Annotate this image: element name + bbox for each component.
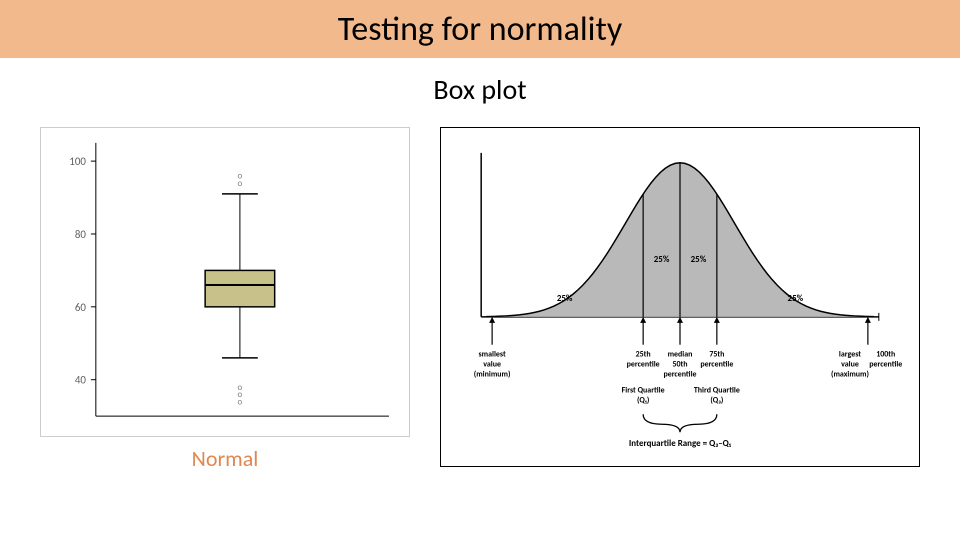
boxplot-yticks: 40 60 80 100 (69, 155, 96, 387)
svg-text:25%: 25% (557, 293, 573, 304)
svg-text:value: value (483, 360, 501, 370)
svg-text:25th: 25th (636, 350, 651, 360)
svg-text:100th: 100th (876, 350, 895, 360)
svg-text:o: o (238, 397, 243, 408)
left-column: 406080100 ooooo Normal (40, 127, 410, 472)
boxplot-glyph: ooooo (205, 171, 275, 408)
svg-text:percentile: percentile (700, 360, 733, 370)
svg-text:(Q₃): (Q₃) (710, 395, 723, 405)
panels-row: 406080100 ooooo Normal 25%25%25%25%small… (0, 107, 960, 472)
svg-text:25%: 25% (654, 254, 670, 265)
svg-text:75th: 75th (709, 350, 724, 360)
svg-text:(Q₁): (Q₁) (637, 395, 649, 405)
svg-text:smallest: smallest (478, 350, 506, 360)
svg-text:100: 100 (69, 155, 86, 168)
svg-text:o: o (238, 171, 243, 182)
svg-text:value: value (841, 360, 859, 370)
svg-text:25%: 25% (788, 293, 804, 304)
svg-text:80: 80 (75, 228, 87, 241)
normal-curve-root: 25%25%25%25%smallestvalue(minimum)25thpe… (474, 153, 903, 449)
svg-text:(maximum): (maximum) (831, 370, 869, 380)
boxplot-svg: 406080100 ooooo (41, 128, 409, 436)
normal-curve-svg: 25%25%25%25%smallestvalue(minimum)25thpe… (441, 128, 919, 466)
svg-text:percentile: percentile (627, 360, 660, 370)
title-bar: Testing for normality (0, 0, 960, 58)
subtitle: Box plot (0, 72, 960, 107)
svg-text:Third Quartile: Third Quartile (694, 385, 740, 395)
svg-text:40: 40 (75, 374, 87, 387)
normal-label: Normal (40, 445, 410, 472)
svg-text:25%: 25% (691, 254, 707, 265)
svg-text:60: 60 (75, 301, 87, 314)
svg-text:percentile: percentile (663, 370, 696, 380)
svg-text:largest: largest (839, 350, 861, 360)
svg-text:Interquartile Range = Q₃–Q₁: Interquartile Range = Q₃–Q₁ (629, 438, 732, 449)
svg-text:50th: 50th (672, 360, 687, 370)
svg-text:First Quartile: First Quartile (622, 385, 665, 395)
normal-curve-panel: 25%25%25%25%smallestvalue(minimum)25thpe… (440, 127, 920, 467)
svg-text:(minimum): (minimum) (474, 370, 511, 380)
svg-text:median: median (668, 350, 693, 360)
svg-text:percentile: percentile (869, 360, 902, 370)
page-title: Testing for normality (338, 9, 622, 50)
boxplot-panel: 406080100 ooooo (40, 127, 410, 437)
